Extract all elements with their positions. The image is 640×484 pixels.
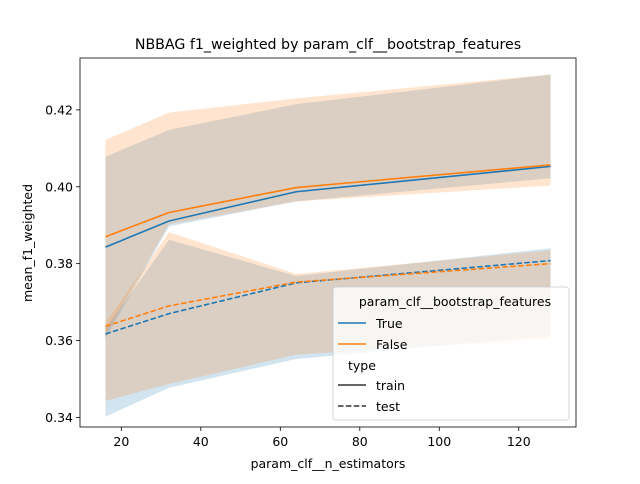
y-tick-label: 0.34 (45, 410, 73, 425)
y-axis-ticks: 0.34 0.36 0.38 0.40 0.42 (45, 102, 80, 425)
y-tick-label: 0.38 (45, 256, 73, 271)
legend-false-label: False (376, 337, 408, 352)
legend-style-title: type (348, 358, 376, 373)
legend-test-label: test (376, 399, 400, 414)
x-tick-label: 40 (193, 434, 209, 449)
y-tick-label: 0.40 (45, 179, 73, 194)
x-tick-label: 80 (352, 434, 368, 449)
band-false-train (105, 74, 551, 334)
axes-frame (79, 57, 577, 428)
y-axis-label: mean_f1_weighted (20, 184, 35, 302)
y-tick-label: 0.36 (45, 333, 73, 348)
x-axis-label: param_clf__n_estimators (251, 456, 406, 471)
legend-box (332, 286, 570, 421)
line-true-train (105, 165, 551, 248)
line-false-train (105, 164, 551, 238)
legend: param_clf__bootstrap_features True False… (332, 286, 570, 421)
legend-train-label: train (376, 378, 405, 393)
legend-hue-title: param_clf__bootstrap_features (359, 294, 551, 309)
line-true-test (105, 259, 551, 335)
band-false-test (105, 232, 551, 401)
x-tick-label: 120 (507, 434, 531, 449)
series-lines (105, 164, 551, 335)
x-tick-label: 60 (272, 434, 288, 449)
x-tick-label: 100 (427, 434, 451, 449)
line-false-test (105, 262, 551, 328)
band-true-test (105, 239, 551, 417)
chart-title: NBBAG f1_weighted by param_clf__bootstra… (135, 37, 521, 53)
band-true-train (105, 74, 551, 339)
confidence-bands (105, 74, 551, 417)
x-tick-label: 20 (113, 434, 129, 449)
x-axis-ticks: 20 40 60 80 100 120 (113, 427, 531, 449)
y-tick-label: 0.42 (45, 102, 73, 117)
legend-true-label: True (375, 316, 403, 331)
